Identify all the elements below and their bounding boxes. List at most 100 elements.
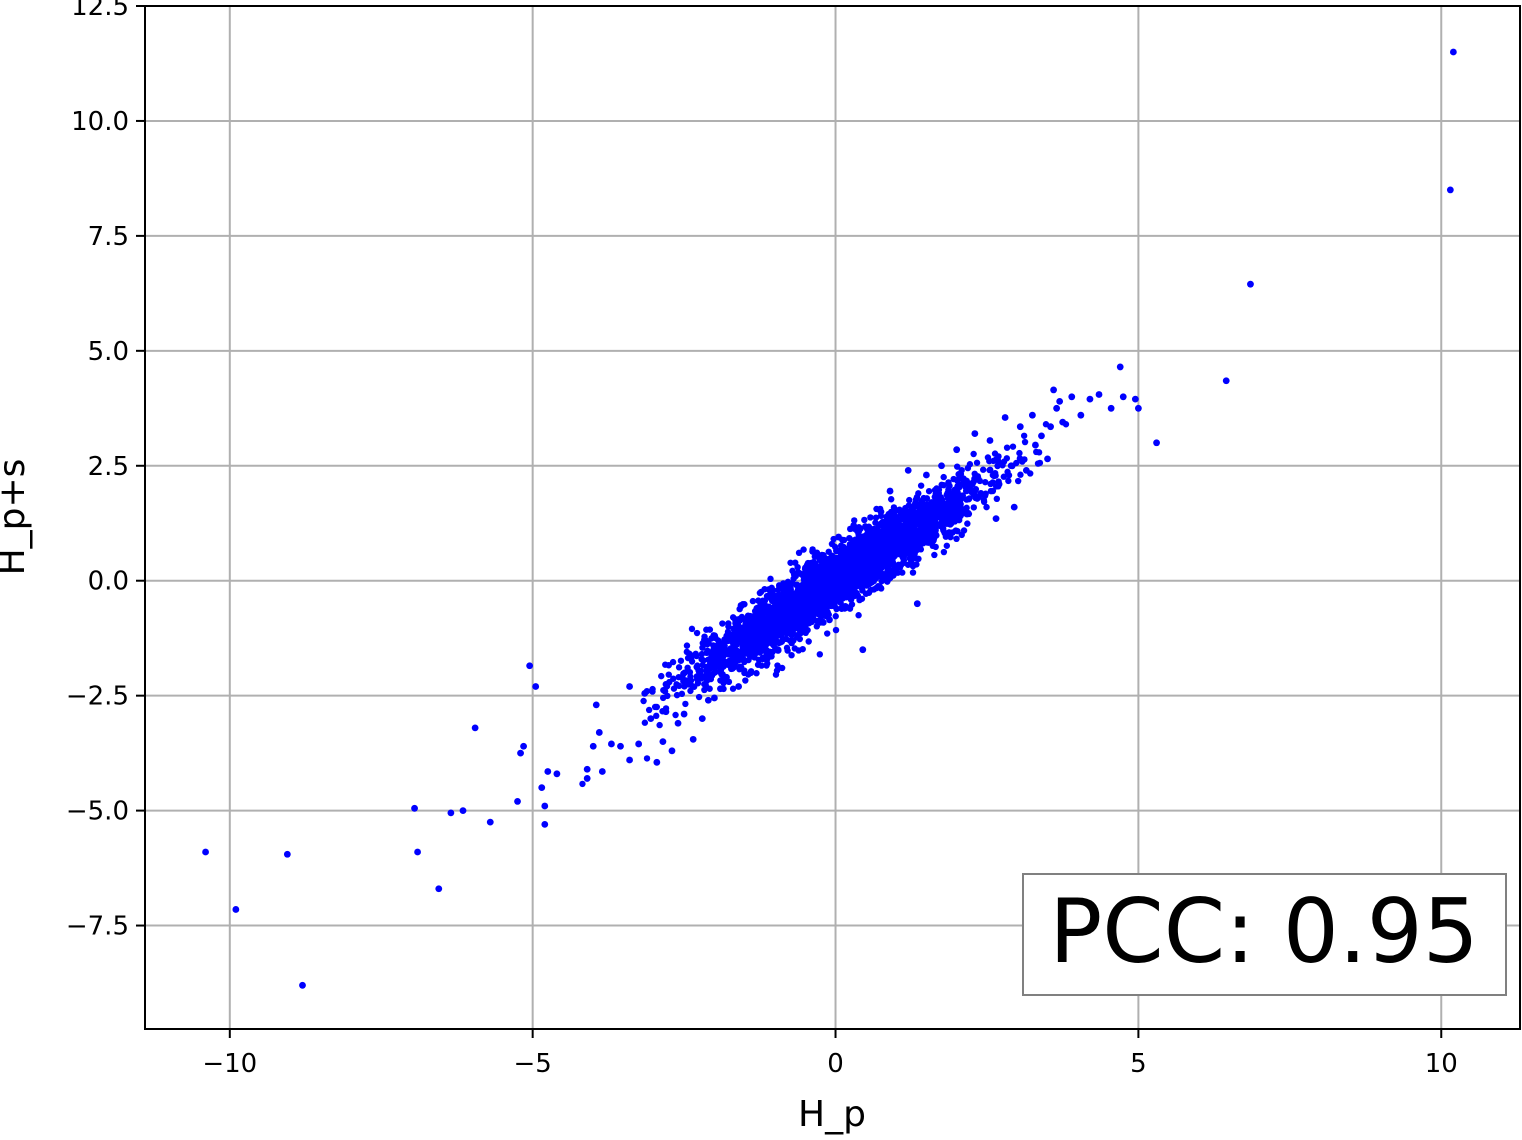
scatter-point	[953, 446, 961, 454]
scatter-point	[877, 559, 884, 567]
scatter-point	[823, 574, 830, 582]
scatter-point	[841, 574, 849, 581]
scatter-point	[818, 601, 826, 609]
scatter-point	[758, 642, 766, 649]
scatter-point	[939, 518, 946, 525]
scatter-point	[940, 473, 947, 481]
scatter-point	[741, 646, 749, 654]
scatter-point	[699, 639, 706, 647]
scatter-point	[711, 643, 719, 650]
scatter-point	[711, 656, 718, 663]
scatter-point	[1005, 477, 1012, 485]
scatter-point	[880, 549, 888, 556]
scatter-point	[777, 630, 784, 638]
scatter-point	[855, 550, 862, 557]
scatter-point	[753, 627, 761, 635]
scatter-point	[767, 635, 774, 643]
scatter-point	[673, 691, 681, 699]
scatter-point	[782, 635, 790, 643]
scatter-point	[697, 670, 704, 677]
scatter-point	[775, 582, 783, 589]
scatter-point	[687, 687, 694, 695]
scatter-point	[710, 694, 718, 702]
scatter-point	[724, 628, 732, 636]
scatter-point	[940, 481, 947, 489]
scatter-point	[643, 755, 651, 762]
scatter-point	[917, 482, 925, 489]
scatter-point	[899, 569, 906, 576]
data-points	[202, 48, 1457, 989]
y-axis-ticks: −7.5 −5.0 −2.5 0.0 2.5 5.0 7.5 10.0 12.5	[66, 0, 145, 942]
scatter-point	[833, 589, 840, 596]
y-tick-label: 10.0	[71, 107, 129, 137]
scatter-point	[742, 616, 749, 624]
scatter-point	[1032, 441, 1039, 449]
scatter-point	[753, 670, 760, 677]
scatter-point	[973, 459, 981, 466]
scatter-point	[965, 486, 972, 493]
scatter-point	[904, 466, 912, 474]
scatter-point	[732, 635, 740, 643]
scatter-point	[517, 749, 524, 757]
scatter-point	[915, 490, 922, 497]
scatter-point	[653, 758, 661, 766]
scatter-point	[826, 616, 833, 624]
scatter-point	[698, 656, 705, 663]
scatter-point	[712, 634, 719, 642]
scatter-point	[735, 683, 743, 690]
scatter-point	[706, 685, 713, 692]
scatter-point	[788, 631, 796, 638]
scatter-point	[1004, 468, 1011, 476]
scatter-point	[848, 601, 856, 608]
scatter-point	[932, 543, 939, 551]
scatter-point	[916, 504, 923, 512]
scatter-point	[971, 430, 979, 437]
scatter-point	[906, 496, 913, 504]
scatter-point	[930, 537, 937, 544]
scatter-point	[920, 501, 928, 508]
scatter-point	[944, 489, 951, 497]
scatter-point	[853, 536, 860, 544]
scatter-point	[1021, 438, 1029, 446]
scatter-point	[1020, 432, 1028, 439]
scatter-point	[939, 525, 947, 532]
scatter-point	[688, 625, 696, 633]
scatter-point	[839, 584, 846, 592]
scatter-point	[725, 623, 732, 630]
plot-area-frame	[144, 5, 1521, 1030]
scatter-point	[805, 567, 813, 574]
scatter-point	[864, 536, 871, 544]
scatter-point	[832, 613, 839, 620]
scatter-point	[932, 526, 939, 534]
scatter-point	[641, 689, 649, 697]
scatter-point	[682, 677, 689, 684]
scatter-point	[869, 542, 876, 549]
scatter-point	[718, 671, 725, 678]
scatter-point	[749, 597, 757, 605]
scatter-point	[1017, 471, 1024, 478]
scatter-point	[662, 681, 669, 688]
scatter-point	[787, 602, 795, 610]
scatter-point	[953, 463, 961, 470]
scatter-point	[965, 496, 972, 503]
scatter-point	[986, 466, 994, 474]
scatter-point	[872, 548, 879, 556]
scatter-point	[745, 651, 752, 658]
scatter-point	[763, 592, 771, 600]
scatter-point	[774, 606, 781, 614]
scatter-point	[846, 534, 853, 542]
scatter-point	[471, 724, 479, 732]
scatter-point	[856, 580, 864, 587]
scatter-point	[913, 600, 921, 608]
scatter-point	[846, 588, 854, 595]
scatter-point	[980, 498, 988, 506]
scatter-point	[824, 630, 831, 637]
scatter-point	[956, 497, 964, 505]
y-axis-label: H_p+s	[0, 459, 33, 576]
scatter-point	[774, 662, 781, 669]
scatter-point	[414, 848, 421, 856]
scatter-point	[541, 821, 549, 828]
scatter-point	[768, 597, 776, 605]
scatter-point	[884, 566, 892, 573]
scatter-point	[898, 561, 905, 568]
